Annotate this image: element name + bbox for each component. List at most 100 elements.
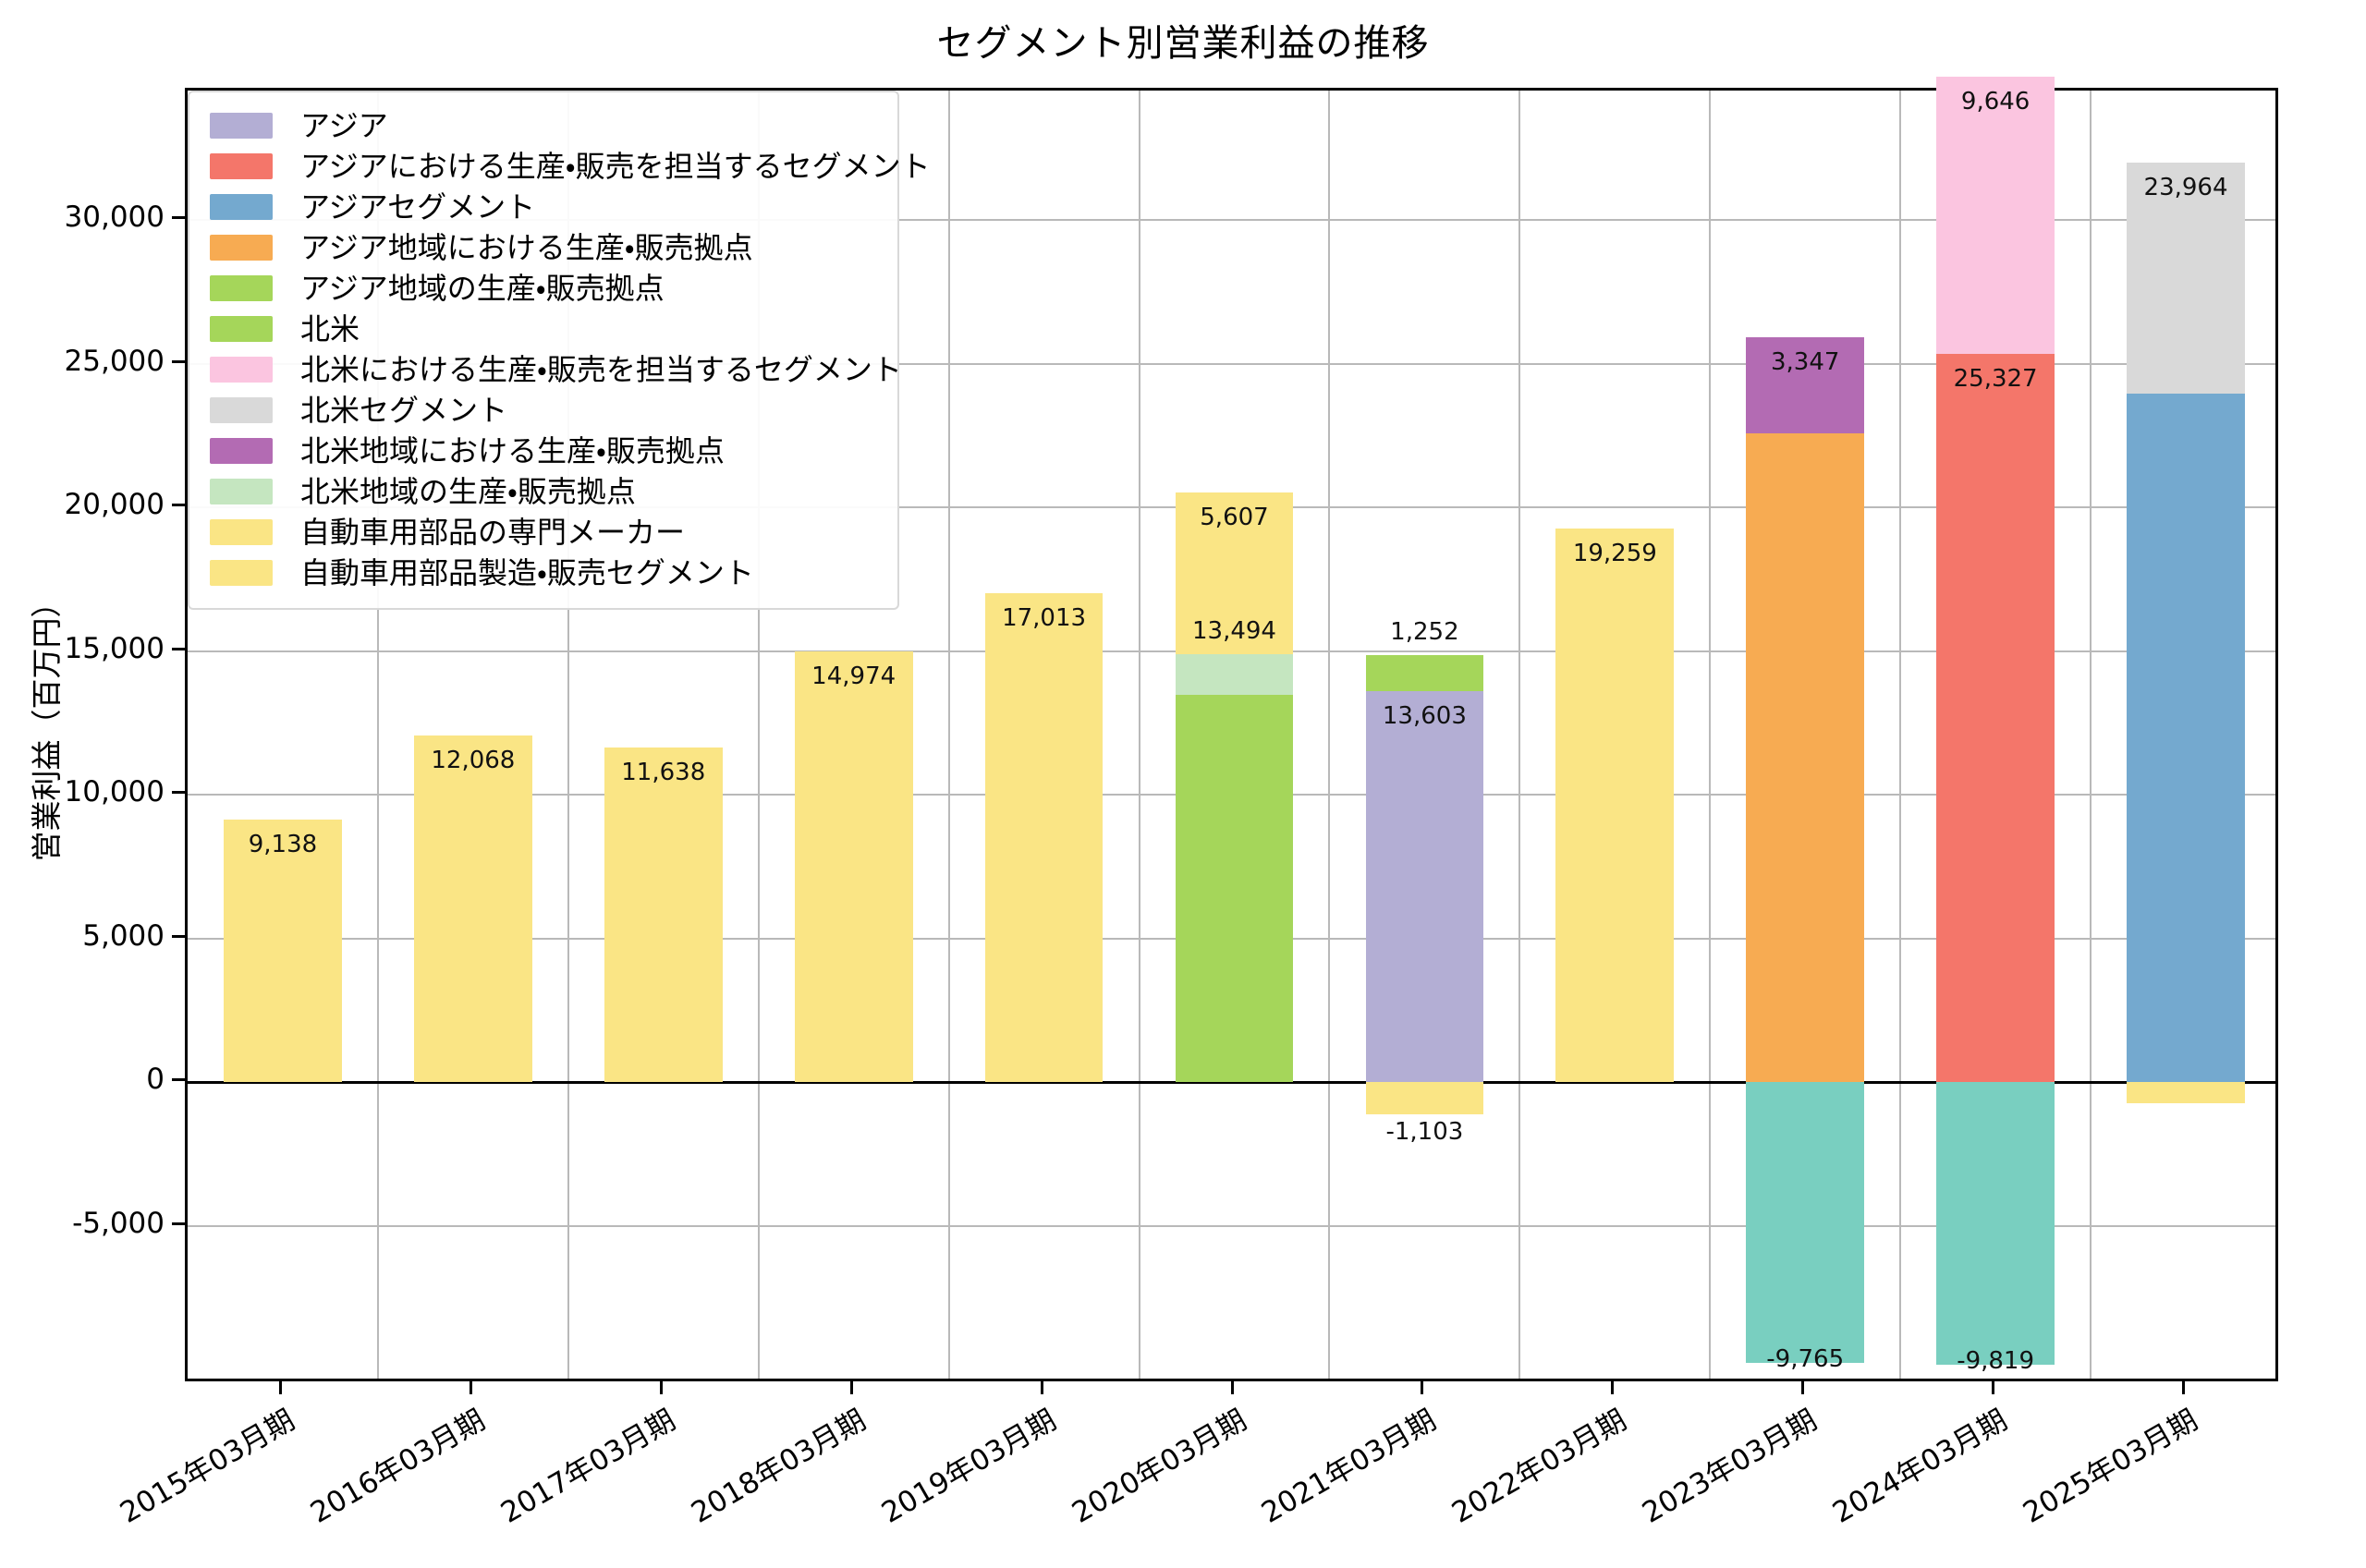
- x-axis-tick-mark: [1611, 1381, 1615, 1394]
- bar-group[interactable]: 1,252 13,603 -1,103: [1365, 91, 1484, 1379]
- legend-item-label: アジアセグメント: [300, 189, 536, 225]
- legend-item-label: アジアにおける生産・販売を担当するセグメント: [300, 149, 931, 184]
- x-axis-tick-mark: [1421, 1381, 1424, 1394]
- bar-segment[interactable]: [1936, 354, 2055, 1083]
- bar-segment[interactable]: [2127, 1082, 2245, 1104]
- y-axis-tick-mark: [172, 504, 185, 507]
- bar-segment[interactable]: [1175, 492, 1294, 654]
- grid-line-horizontal: [188, 1224, 2275, 1227]
- chart-legend: アジアアジアにおける生産・販売を担当するセグメント アジアセグメントアジア地域にお…: [188, 91, 931, 610]
- y-axis-tick-mark: [172, 647, 185, 650]
- legend-color-swatch: [210, 479, 273, 504]
- x-axis-tick-label: 2025年03月期: [2018, 1403, 2204, 1530]
- bar-group[interactable]: 17,013: [984, 91, 1104, 1379]
- x-axis-tick-mark: [1801, 1381, 1805, 1394]
- legend-item-label: 北米セグメント: [300, 393, 508, 428]
- bar-segment[interactable]: [794, 651, 913, 1083]
- x-axis-tick-mark: [2182, 1381, 2186, 1394]
- y-axis-label: 営業利益（百万円）: [29, 587, 65, 862]
- legend-item-label: アジア: [300, 108, 388, 143]
- legend-item[interactable]: アジアセグメント: [210, 187, 881, 227]
- bar-group[interactable]: 14,974: [794, 91, 913, 1379]
- bar-segment[interactable]: [1365, 655, 1484, 692]
- bar-segment[interactable]: [1746, 433, 1865, 1083]
- x-axis-tick-label: 2019年03月期: [875, 1403, 1062, 1530]
- bar-segment[interactable]: [984, 593, 1104, 1083]
- x-axis-tick-mark: [1230, 1381, 1234, 1394]
- bar-group[interactable]: 5,607 13,494: [1175, 91, 1294, 1379]
- bar-segment[interactable]: [414, 735, 532, 1083]
- legend-color-swatch: [210, 519, 273, 545]
- legend-color-swatch: [210, 438, 273, 464]
- legend-item[interactable]: 北米セグメント: [210, 390, 881, 431]
- legend-color-swatch: [210, 153, 273, 179]
- bar-group[interactable]: 11,638: [604, 91, 723, 1379]
- bar-segment[interactable]: [224, 820, 342, 1083]
- legend-item-label: 北米: [300, 311, 360, 346]
- legend-color-swatch: [210, 560, 273, 586]
- legend-item[interactable]: アジアにおける生産・販売を担当するセグメント: [210, 146, 931, 187]
- bar-segment[interactable]: [1746, 336, 1865, 434]
- grid-line-horizontal: [188, 362, 2275, 365]
- legend-item[interactable]: 北米地域の生産・販売拠点: [210, 471, 881, 512]
- y-axis-tick-mark: [172, 216, 185, 219]
- legend-color-swatch: [210, 113, 273, 139]
- grid-line-vertical: [757, 91, 760, 1379]
- grid-line-vertical: [1328, 91, 1331, 1379]
- bar-group[interactable]: 3,347 -9,765: [1746, 91, 1865, 1379]
- bar-segment[interactable]: [2127, 393, 2245, 1083]
- bar-segment[interactable]: [2127, 162, 2245, 394]
- bar-group[interactable]: 9,646 25,327 -9,819: [1936, 77, 2055, 1379]
- chart-title: セグメント別営業利益の推移: [936, 22, 1430, 65]
- grid-line-vertical: [1138, 91, 1140, 1379]
- bar-group[interactable]: 23,964: [2127, 91, 2245, 1379]
- legend-item[interactable]: アジア: [210, 105, 881, 146]
- x-axis-tick-label: 2020年03月期: [1066, 1403, 1252, 1530]
- bar-segment[interactable]: [1175, 694, 1294, 1083]
- y-axis-tick-label: 25,000: [64, 344, 165, 378]
- bar-segment[interactable]: [1365, 1082, 1484, 1114]
- legend-item[interactable]: 北米地域における生産・販売拠点: [210, 431, 881, 471]
- bar-segment[interactable]: [1936, 77, 2055, 355]
- x-axis-tick-mark: [849, 1381, 853, 1394]
- legend-color-swatch: [210, 194, 273, 220]
- legend-item[interactable]: 北米における生産・販売を担当するセグメント: [210, 349, 902, 390]
- legend-item-label: 自動車用部品の専門メーカー: [300, 515, 686, 550]
- grid-line-vertical: [947, 91, 950, 1379]
- bar-segment[interactable]: [1936, 1082, 2055, 1365]
- legend-item[interactable]: 北米: [210, 309, 881, 349]
- bar-segment[interactable]: [1746, 1082, 1865, 1364]
- bar-segment[interactable]: [1175, 653, 1294, 695]
- bar-segment[interactable]: [1555, 529, 1675, 1083]
- legend-color-swatch: [210, 357, 273, 383]
- grid-line-vertical: [1899, 91, 1902, 1379]
- bar-value-label: 1,252: [1390, 618, 1459, 647]
- legend-item-label: 北米地域における生産・販売拠点: [300, 433, 725, 468]
- legend-color-swatch: [210, 316, 273, 342]
- legend-color-swatch: [210, 397, 273, 423]
- x-axis-tick-label: 2015年03月期: [114, 1403, 300, 1530]
- y-axis-tick-mark: [172, 1222, 185, 1225]
- x-axis-tick-mark: [1992, 1381, 1995, 1394]
- legend-item[interactable]: 自動車用部品の専門メーカー: [210, 512, 881, 553]
- bar-segment[interactable]: [604, 748, 723, 1083]
- legend-item-label: 北米地域の生産・販売拠点: [300, 474, 636, 509]
- x-axis-tick-mark: [278, 1381, 282, 1394]
- bar-group[interactable]: 19,259: [1555, 91, 1675, 1379]
- legend-item-label: 北米における生産・販売を担当するセグメント: [300, 352, 902, 387]
- legend-item[interactable]: アジア地域の生産・販売拠点: [210, 268, 881, 309]
- y-axis-tick-label: -5,000: [72, 1206, 165, 1240]
- x-axis-tick-mark: [1040, 1381, 1043, 1394]
- y-axis-tick-label: 10,000: [64, 775, 165, 809]
- legend-item[interactable]: アジア地域における生産・販売拠点: [210, 227, 881, 268]
- x-axis-tick-mark: [469, 1381, 472, 1394]
- zero-axis-line: [188, 1081, 2275, 1085]
- bar-series-container: 9,138 12,068 11,638 14,974 17,013 5,607 13,494…: [188, 77, 2275, 1379]
- x-axis-tick-label: 2018年03月期: [685, 1403, 872, 1530]
- grid-line-vertical: [1709, 91, 1712, 1379]
- legend-item[interactable]: 自動車用部品製造・販売セグメント: [210, 553, 881, 593]
- bar-value-label: -1,103: [1385, 1117, 1464, 1146]
- y-axis-tick-label: 15,000: [64, 631, 165, 665]
- legend-item-label: アジア地域における生産・販売拠点: [300, 230, 753, 265]
- bar-segment[interactable]: [1365, 691, 1484, 1083]
